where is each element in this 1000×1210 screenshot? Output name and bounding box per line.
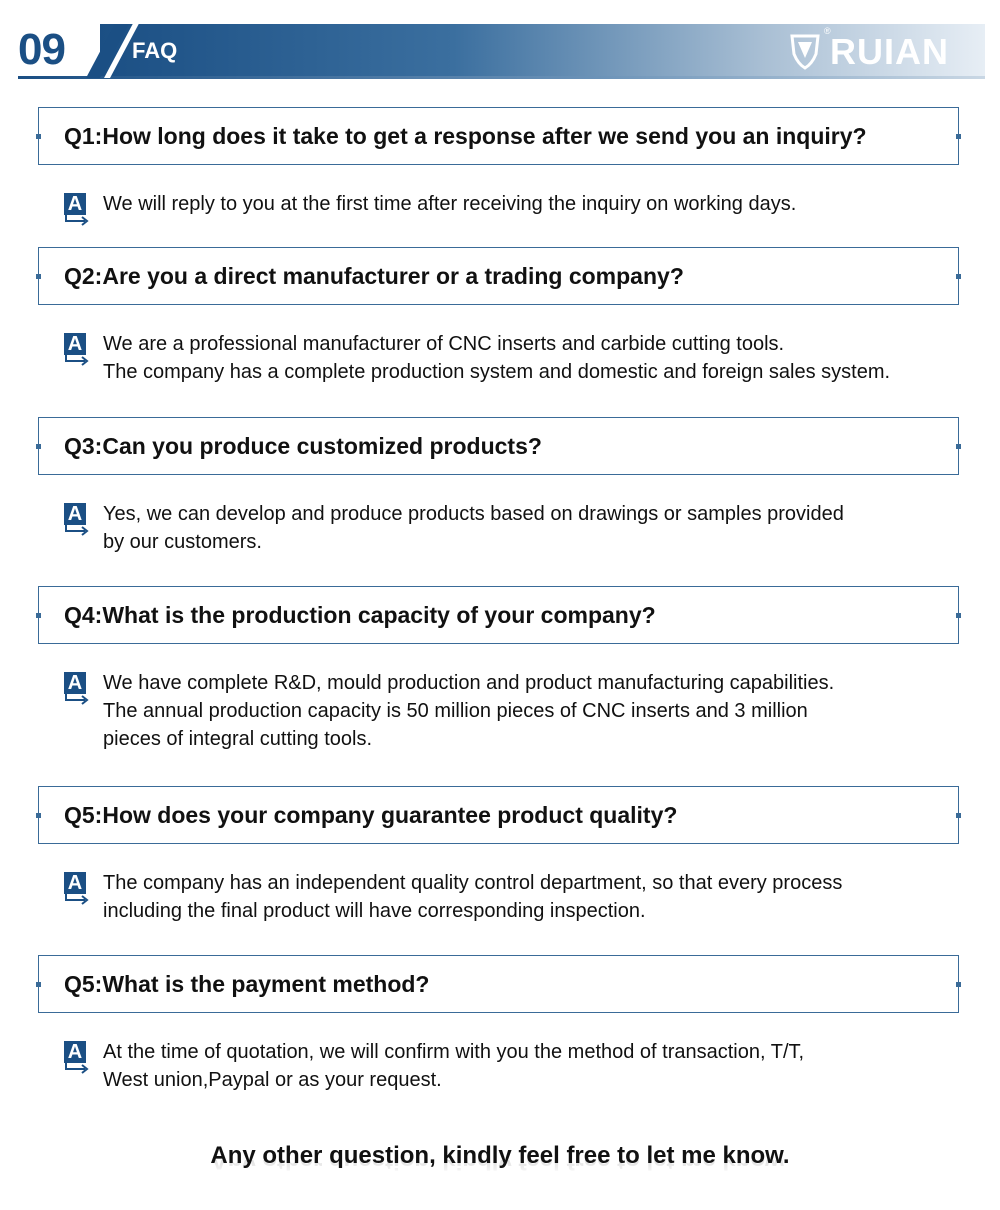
- answer-badge: A: [64, 333, 86, 355]
- registered-mark: ®: [824, 26, 831, 36]
- faq-question: Q2:Are you a direct manufacturer or a tr…: [64, 263, 684, 289]
- page-footer: Any other question, kindly feel free to …: [0, 1138, 1000, 1174]
- answer-line: At the time of quotation, we will confir…: [103, 1041, 805, 1063]
- answer-badge: A: [64, 503, 86, 525]
- faq-question: Q4:What is the production capacity of yo…: [64, 602, 656, 628]
- footer-message: Any other question, kindly feel free to …: [210, 1142, 790, 1169]
- arrow-right-icon: [65, 894, 89, 905]
- arrow-right-icon: [65, 1063, 89, 1074]
- answer-icon: A: [62, 1041, 90, 1081]
- answer-text: We are a professional manufacturer of CN…: [103, 330, 943, 386]
- brand-logo-text: RUIAN: [830, 31, 949, 72]
- faq-question-box: Q5:What is the payment method?: [36, 955, 961, 1013]
- answer-icon: A: [62, 333, 90, 373]
- answer-text: We have complete R&D, mould production a…: [103, 669, 943, 753]
- arrow-right-icon: [65, 215, 89, 226]
- arrow-right-icon: [65, 525, 89, 536]
- answer-line: We have complete R&D, mould production a…: [103, 672, 835, 694]
- arrow-right-icon: [65, 355, 89, 366]
- answer-badge: A: [64, 672, 86, 694]
- faq-question: Q5:What is the payment method?: [64, 971, 430, 997]
- answer-icon: A: [62, 672, 90, 712]
- answer-line: including the final product will have co…: [103, 900, 646, 922]
- answer-badge: A: [64, 872, 86, 894]
- answer-line: Yes, we can develop and produce products…: [103, 503, 844, 525]
- answer-line: pieces of integral cutting tools.: [103, 728, 373, 750]
- answer-badge: A: [64, 193, 86, 215]
- page-header: 09 FAQ ® RUIAN: [0, 0, 1000, 90]
- shield-logo-icon: [790, 34, 820, 70]
- answer-badge: A: [64, 1041, 86, 1063]
- answer-line: We are a professional manufacturer of CN…: [103, 333, 785, 355]
- faq-question-box: Q3:Can you produce customized products?: [36, 417, 961, 475]
- header-band: [100, 24, 985, 76]
- header-underline: [18, 76, 985, 79]
- faq-question: Q3:Can you produce customized products?: [64, 433, 542, 459]
- section-title: FAQ: [132, 38, 178, 63]
- answer-line: West union,Paypal or as your request.: [103, 1069, 442, 1091]
- arrow-right-icon: [65, 694, 89, 705]
- answer-line: by our customers.: [103, 531, 262, 553]
- faq-question-box: Q4:What is the production capacity of yo…: [36, 586, 961, 644]
- answer-line: The company has an independent quality c…: [103, 872, 843, 894]
- faq-question: Q5:How does your company guarantee produ…: [64, 802, 678, 828]
- faq-question-box: Q2:Are you a direct manufacturer or a tr…: [36, 247, 961, 305]
- faq-question-box: Q5:How does your company guarantee produ…: [36, 786, 961, 844]
- answer-text: Yes, we can develop and produce products…: [103, 500, 943, 556]
- answer-text: We will reply to you at the first time a…: [103, 190, 943, 218]
- answer-icon: A: [62, 872, 90, 912]
- faq-question: Q1:How long does it take to get a respon…: [64, 123, 867, 149]
- footer-message-reflection: Any other question, kindly feel free to …: [210, 1160, 790, 1174]
- brand-logo: ® RUIAN: [790, 26, 980, 74]
- answer-line: We will reply to you at the first time a…: [103, 193, 797, 215]
- answer-icon: A: [62, 193, 90, 233]
- section-number: 09: [18, 25, 66, 74]
- answer-line: The company has a complete production sy…: [103, 361, 891, 383]
- answer-line: The annual production capacity is 50 mil…: [103, 700, 808, 722]
- faq-question-box: Q1:How long does it take to get a respon…: [36, 107, 961, 165]
- answer-text: The company has an independent quality c…: [103, 869, 943, 925]
- answer-icon: A: [62, 503, 90, 543]
- answer-text: At the time of quotation, we will confir…: [103, 1038, 943, 1094]
